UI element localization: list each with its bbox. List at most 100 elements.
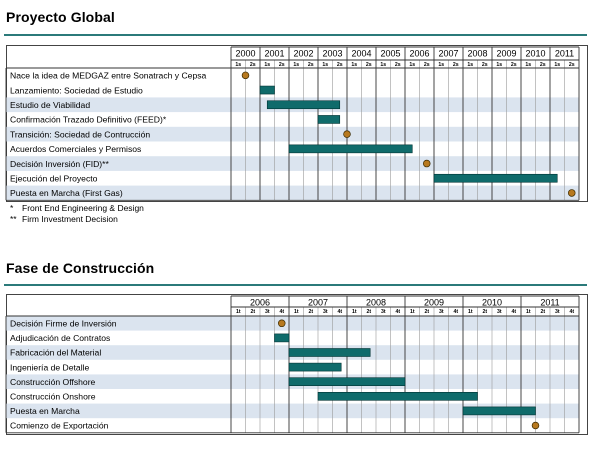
row-shade xyxy=(6,156,579,171)
chart2-title: Fase de Construcción xyxy=(6,260,155,276)
subperiod-label: 1t xyxy=(294,309,299,315)
period-label-2006: 2006 xyxy=(250,298,270,308)
subperiod-label: 2s xyxy=(395,62,401,68)
task-bar xyxy=(317,115,341,124)
task-label: Decisión Firme de Inversión xyxy=(10,319,117,329)
task-label: Estudio de Viabilidad xyxy=(10,100,90,110)
task-label: Lanzamiento: Sociedad de Estudio xyxy=(10,85,143,95)
period-label-2011: 2011 xyxy=(555,49,574,59)
subperiod-label: 2s xyxy=(569,62,575,68)
subperiod-label: 2s xyxy=(366,62,372,68)
task-bar xyxy=(317,391,478,401)
subperiod-label: 1s xyxy=(322,62,328,68)
task-label: Transición: Sociedad de Contrucción xyxy=(10,129,150,139)
task-label: Ingeniería de Detalle xyxy=(10,362,90,372)
task-label: Puesta en Marcha (First Gas) xyxy=(10,188,123,198)
task-label: Confirmación Trazado Definitivo (FEED)* xyxy=(10,115,167,125)
task-label: Fabricación del Material xyxy=(10,348,101,358)
period-label-2005: 2005 xyxy=(380,49,400,59)
period-label-2008: 2008 xyxy=(467,49,487,59)
milestone-marker xyxy=(343,130,351,138)
subperiod-label: 2t xyxy=(250,309,255,315)
milestone-marker xyxy=(278,319,286,328)
subperiod-label: 1s xyxy=(235,62,241,68)
row-shade xyxy=(6,316,579,331)
task-label: Construcción Offshore xyxy=(10,377,96,387)
subperiod-label: 1t xyxy=(526,309,531,315)
milestone-marker xyxy=(241,71,250,80)
period-label-2010: 2010 xyxy=(525,49,545,59)
period-label-2008: 2008 xyxy=(366,298,386,308)
subperiod-label: 2s xyxy=(453,62,459,68)
subperiod-label: 2s xyxy=(250,62,256,68)
period-label-2000: 2000 xyxy=(235,49,255,59)
subperiod-label: 1t xyxy=(410,309,415,315)
footnote-feed-mark: * xyxy=(10,203,14,213)
milestone-marker xyxy=(423,159,431,168)
subperiod-label: 2s xyxy=(482,62,488,68)
period-label-2001: 2001 xyxy=(264,49,284,59)
footnote-fid: ** Firm Investment Decision xyxy=(10,214,118,224)
task-label: Ejecución del Proyecto xyxy=(10,173,98,183)
task-bar xyxy=(433,173,558,183)
task-bar xyxy=(288,144,413,154)
subperiod-label: 2t xyxy=(366,309,371,315)
row-shade xyxy=(6,403,579,419)
subperiod-label: 1s xyxy=(438,62,444,68)
chart2-title-rule xyxy=(4,284,587,286)
task-bar xyxy=(288,348,371,357)
subperiod-label: 2t xyxy=(482,309,487,315)
subperiod-label: 3t xyxy=(265,309,270,315)
subperiod-label: 1s xyxy=(380,62,386,68)
period-label-2007: 2007 xyxy=(438,49,458,59)
period-label-2002: 2002 xyxy=(293,49,313,59)
subperiod-label: 1s xyxy=(351,62,357,68)
task-label: Nace la idea de MEDGAZ entre Sonatrach y… xyxy=(10,71,207,81)
subperiod-label: 4t xyxy=(279,309,284,315)
subperiod-label: 2s xyxy=(308,62,314,68)
subperiod-label: 3t xyxy=(555,309,560,315)
task-bar xyxy=(288,362,342,372)
row-shade xyxy=(6,185,579,201)
period-label-2003: 2003 xyxy=(322,49,342,59)
subperiod-label: 4t xyxy=(453,309,458,315)
subperiod-label: 2s xyxy=(279,62,285,68)
subperiod-label: 1s xyxy=(293,62,299,68)
footnote-fid-text: Firm Investment Decision xyxy=(22,214,118,224)
subperiod-label: 4t xyxy=(569,309,574,315)
footnote-feed: * Front End Engineering & Design xyxy=(10,203,144,213)
subperiod-label: 1s xyxy=(264,62,270,68)
subperiod-label: 1t xyxy=(468,309,473,315)
subperiod-label: 4t xyxy=(511,309,516,315)
subperiod-label: 4t xyxy=(337,309,342,315)
subperiod-label: 2t xyxy=(424,309,429,315)
subperiod-label: 1s xyxy=(525,62,531,68)
task-label: Adjudicación de Contratos xyxy=(10,333,110,343)
period-label-2004: 2004 xyxy=(351,49,371,59)
subperiod-label: 1s xyxy=(496,62,502,68)
period-label-2009: 2009 xyxy=(496,49,516,59)
subperiod-label: 3t xyxy=(497,309,502,315)
subperiod-label: 3t xyxy=(439,309,444,315)
subperiod-label: 2s xyxy=(424,62,430,68)
subperiod-label: 2s xyxy=(337,62,343,68)
subperiod-label: 1t xyxy=(352,309,357,315)
task-bar xyxy=(259,85,275,95)
task-label: Puesta en Marcha xyxy=(10,406,80,416)
subperiod-label: 4t xyxy=(395,309,400,315)
subperiod-label: 2t xyxy=(308,309,313,315)
task-label: Acuerdos Comerciales y Permisos xyxy=(10,144,141,154)
task-label: Decisión Inversión (FID)** xyxy=(10,159,110,169)
period-label-2010: 2010 xyxy=(482,298,502,308)
period-label-2007: 2007 xyxy=(308,298,328,308)
subperiod-label: 1t xyxy=(236,309,241,315)
task-label: Comienzo de Exportación xyxy=(10,421,109,431)
row-shade xyxy=(6,126,579,142)
subperiod-label: 3t xyxy=(323,309,328,315)
subperiod-label: 2t xyxy=(540,309,545,315)
task-label: Construcción Onshore xyxy=(10,392,96,402)
subperiod-label: 2s xyxy=(540,62,546,68)
footnote-feed-text: Front End Engineering & Design xyxy=(22,203,144,213)
